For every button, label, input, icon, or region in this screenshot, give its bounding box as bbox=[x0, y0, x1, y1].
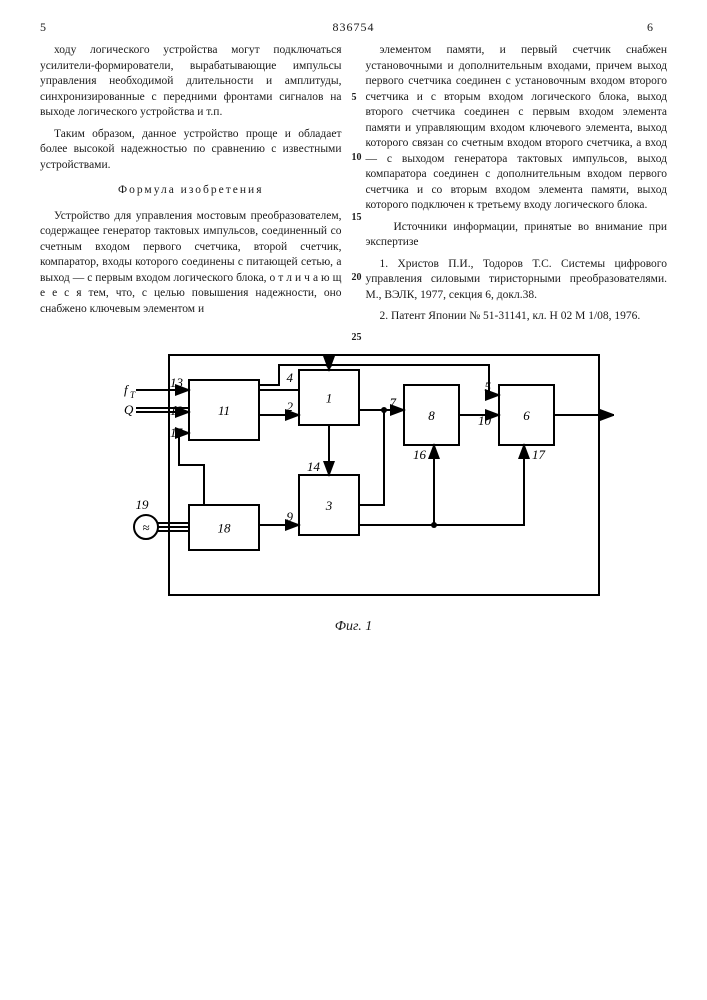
left-column: ходу логического устройства могут подклю… bbox=[40, 43, 342, 331]
svg-text:8: 8 bbox=[428, 408, 435, 423]
svg-text:5: 5 bbox=[484, 379, 491, 394]
text-columns: ходу логического устройства могут подклю… bbox=[40, 43, 667, 331]
line-marker: 10 bbox=[352, 151, 362, 165]
svg-text:3: 3 bbox=[324, 498, 332, 513]
line-marker: 25 bbox=[352, 331, 362, 345]
svg-text:7: 7 bbox=[389, 395, 396, 410]
svg-text:6: 6 bbox=[523, 408, 530, 423]
svg-text:12: 12 bbox=[170, 403, 184, 418]
svg-text:Q: Q bbox=[124, 402, 134, 417]
svg-text:4: 4 bbox=[286, 370, 293, 385]
line-marker: 20 bbox=[352, 271, 362, 285]
right-column: 5 10 15 20 25 элементом памяти, и первый… bbox=[366, 43, 668, 331]
left-para-1: ходу логического устройства могут подклю… bbox=[40, 43, 342, 121]
formula-title: Формула изобретения bbox=[40, 183, 342, 199]
svg-text:19: 19 bbox=[135, 497, 149, 512]
source-1: 1. Христов П.И., Тодоров Т.С. Системы ци… bbox=[366, 257, 668, 304]
svg-text:2: 2 bbox=[286, 399, 293, 414]
svg-text:10: 10 bbox=[478, 413, 492, 428]
svg-text:18: 18 bbox=[217, 520, 231, 535]
left-para-2: Таким образом, данное устройство проще и… bbox=[40, 127, 342, 174]
right-para-1: элементом памяти, и первый счетчик снабж… bbox=[366, 43, 668, 214]
block-diagram: 11138618≈fTQ131215542710149161719 bbox=[94, 345, 614, 615]
svg-text:≈: ≈ bbox=[142, 520, 149, 535]
svg-text:17: 17 bbox=[532, 447, 546, 462]
svg-text:9: 9 bbox=[286, 509, 293, 524]
page-header: 5 836754 6 bbox=[40, 20, 667, 35]
svg-text:16: 16 bbox=[413, 447, 427, 462]
figure-caption: Фиг. 1 bbox=[40, 619, 667, 635]
page-number-left: 5 bbox=[40, 20, 60, 35]
svg-text:11: 11 bbox=[217, 403, 229, 418]
page: 5 836754 6 ходу логического устройства м… bbox=[0, 0, 707, 1000]
source-2: 2. Патент Японии № 51-31141, кл. H 02 M … bbox=[366, 309, 668, 325]
diagram-container: 11138618≈fTQ131215542710149161719 bbox=[40, 345, 667, 615]
svg-text:14: 14 bbox=[307, 459, 321, 474]
sources-title: Источники информации, принятые во вниман… bbox=[366, 220, 668, 251]
svg-text:T: T bbox=[130, 390, 136, 400]
svg-text:1: 1 bbox=[325, 390, 332, 405]
line-marker: 15 bbox=[352, 211, 362, 225]
svg-text:13: 13 bbox=[170, 375, 184, 390]
page-number-right: 6 bbox=[647, 20, 667, 35]
line-marker: 5 bbox=[352, 91, 357, 105]
document-number: 836754 bbox=[333, 20, 375, 35]
left-para-3: Устройство для управления мостовым преоб… bbox=[40, 209, 342, 318]
